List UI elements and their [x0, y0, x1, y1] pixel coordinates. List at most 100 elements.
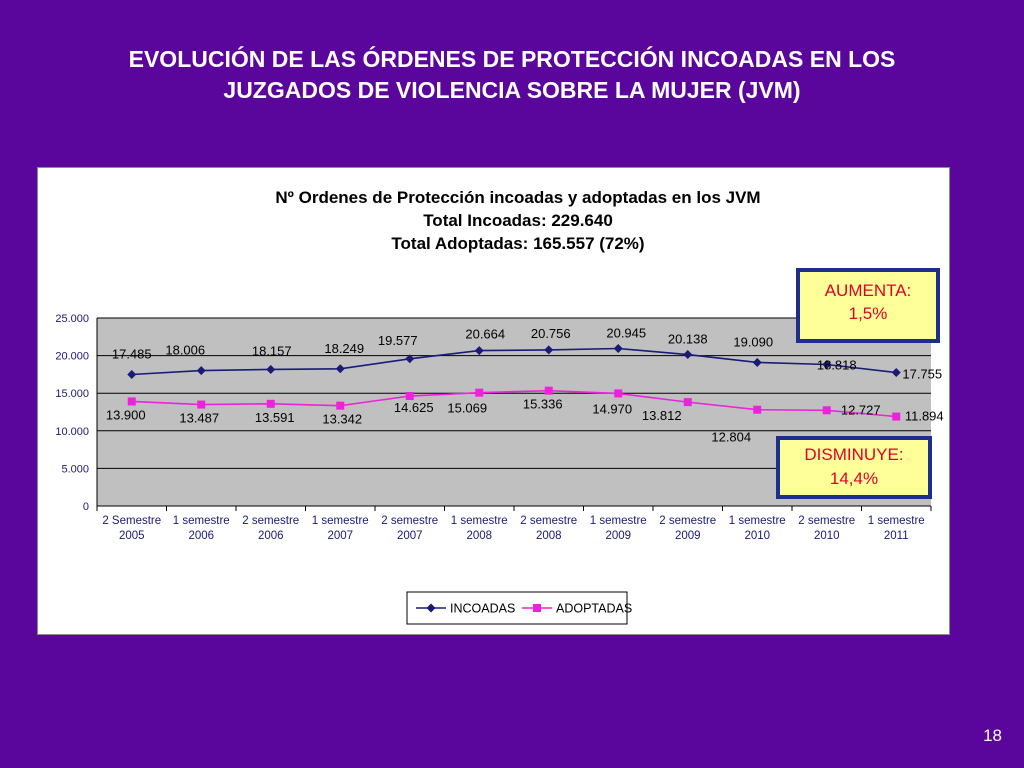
legend-label-incoadas: INCOADAS [450, 602, 515, 616]
data-point-incoadas [822, 359, 832, 369]
data-point-adoptadas [405, 392, 414, 401]
data-point-incoadas [474, 346, 484, 356]
data-point-incoadas [544, 345, 554, 355]
data-point-adoptadas [614, 389, 623, 398]
data-label-incoadas: 20.756 [531, 326, 571, 341]
x-tick-label-line-1: 2 semestre [381, 515, 438, 527]
data-label-incoadas: 20.138 [668, 332, 708, 347]
y-tick-label: 15.000 [55, 388, 89, 400]
data-label-incoadas: 18.157 [252, 343, 292, 358]
data-point-adoptadas [753, 405, 762, 414]
chart-subtitle-line-2: Total Adoptadas: 165.557 (72%) [391, 234, 644, 253]
legend-label-adoptadas: ADOPTADAS [556, 602, 632, 616]
data-point-incoadas [127, 370, 137, 380]
page-number: 18 [983, 726, 1002, 745]
slide-title-line-1: EVOLUCIÓN DE LAS ÓRDENES DE PROTECCIÓN I… [128, 46, 896, 72]
data-label-incoadas: 19.577 [378, 333, 418, 348]
data-label-incoadas: 19.090 [733, 334, 773, 349]
data-label-adoptadas: 13.812 [642, 408, 682, 423]
data-label-adoptadas: 13.591 [255, 410, 295, 425]
chart-title: Nº Ordenes de Protección incoadas y adop… [275, 188, 760, 207]
data-point-incoadas [266, 364, 276, 374]
data-point-incoadas [683, 350, 693, 360]
legend-marker-incoadas [426, 603, 436, 613]
data-point-adoptadas [127, 397, 136, 406]
x-tick-label-line-2: 2009 [675, 530, 701, 542]
data-point-adoptadas [336, 401, 345, 410]
data-label-adoptadas: 15.336 [523, 397, 563, 412]
annotation-aumenta-box [796, 268, 940, 343]
annotation-aumenta: AUMENTA: 1,5% [796, 268, 940, 343]
x-tick-label-line-2: 2010 [744, 530, 770, 542]
x-tick-label-line-1: 2 semestre [659, 515, 716, 527]
x-tick-label-line-2: 2007 [397, 530, 423, 542]
x-tick-label-line-2: 2011 [884, 530, 909, 542]
annotation-disminuye: DISMINUYE: 14,4% [776, 436, 932, 499]
x-tick-label-line-1: 1 semestre [173, 515, 230, 527]
chart-frame: Nº Ordenes de Protección incoadas y adop… [37, 167, 950, 635]
y-tick-label: 5.000 [61, 463, 89, 475]
x-tick-label-line-1: 1 semestre [451, 515, 508, 527]
data-label-incoadas: 20.945 [606, 325, 646, 340]
data-point-incoadas [196, 366, 206, 376]
data-point-adoptadas [475, 388, 484, 397]
x-tick-label-line-1: 1 semestre [729, 515, 786, 527]
x-axis: 2 Semestre 2005 1 semestre 2006 2 semestre 20… [96, 506, 932, 542]
series-line-adoptadas [131, 389, 897, 418]
x-tick-label-line-2: 2005 [119, 530, 145, 542]
data-point-adoptadas [892, 412, 901, 421]
data-point-adoptadas [683, 398, 692, 407]
data-point-incoadas [335, 364, 345, 374]
x-tick-label-line-1: 2 Semestre [102, 515, 161, 527]
data-label-adoptadas: 12.804 [711, 430, 751, 445]
data-label-adoptadas: 14.970 [592, 401, 632, 416]
y-tick-label: 25.000 [55, 313, 89, 325]
annotation-disminuye-box [776, 436, 932, 499]
legend: INCOADAS ADOPTADAS [406, 591, 632, 625]
data-label-incoadas: 17.755 [902, 366, 942, 381]
x-tick-label-line-1: 1 semestre [590, 515, 647, 527]
data-point-incoadas [752, 357, 762, 367]
line-chart: Nº Ordenes de Protección incoadas y adop… [55, 188, 944, 625]
data-label-adoptadas: 13.900 [106, 407, 146, 422]
slide-title-line-2: JUZGADOS DE VIOLENCIA SOBRE LA MUJER (JV… [223, 77, 801, 103]
y-axis: 0 5.000 10.000 15.000 20.000 25.000 [55, 313, 98, 513]
x-tick-label-line-2: 2008 [536, 530, 562, 542]
data-point-incoadas [613, 343, 623, 353]
legend-marker-adoptadas [533, 604, 541, 612]
data-point-adoptadas [822, 406, 831, 415]
data-label-adoptadas: 13.342 [322, 412, 362, 427]
x-tick-label-line-2: 2009 [605, 530, 631, 542]
data-label-adoptadas: 13.487 [179, 411, 219, 426]
annotation-disminuye-line-1: DISMINUYE: [804, 445, 903, 464]
annotation-aumenta-line-2: 1,5% [849, 304, 888, 323]
x-tick-label-line-2: 2010 [814, 530, 840, 542]
data-label-adoptadas: 14.625 [394, 400, 434, 415]
x-tick-label-line-1: 2 semestre [242, 515, 299, 527]
series-layer: 17.485 18.006 18.157 18.249 19.577 20.664 20.7… [106, 325, 944, 444]
annotation-aumenta-line-1: AUMENTA: [825, 281, 912, 300]
y-tick-label: 20.000 [55, 351, 89, 363]
data-label-incoadas: 18.818 [817, 357, 857, 372]
x-tick-label-line-1: 2 semestre [520, 515, 577, 527]
x-tick-label-line-1: 1 semestre [312, 515, 369, 527]
x-tick-label-line-2: 2006 [188, 530, 214, 542]
slide-title: EVOLUCIÓN DE LAS ÓRDENES DE PROTECCIÓN I… [60, 44, 964, 106]
annotation-disminuye-line-2: 14,4% [830, 469, 878, 488]
data-point-incoadas [891, 367, 901, 377]
data-label-incoadas: 20.664 [465, 327, 505, 342]
x-tick-label-line-2: 2006 [258, 530, 284, 542]
series-line-incoadas [131, 347, 897, 376]
data-point-adoptadas [266, 399, 275, 408]
y-tick-label: 0 [83, 501, 89, 513]
data-label-adoptadas: 11.894 [905, 409, 944, 424]
data-label-adoptadas: 15.069 [447, 401, 487, 416]
data-point-adoptadas [544, 386, 553, 395]
data-label-adoptadas: 12.727 [841, 402, 881, 417]
data-label-incoadas: 17.485 [112, 347, 152, 362]
data-label-incoadas: 18.249 [324, 341, 364, 356]
x-tick-label-line-1: 1 semestre [868, 515, 925, 527]
chart-subtitle-line-1: Total Incoadas: 229.640 [423, 211, 613, 230]
data-label-incoadas: 18.006 [165, 343, 205, 358]
y-tick-label: 10.000 [55, 426, 89, 438]
